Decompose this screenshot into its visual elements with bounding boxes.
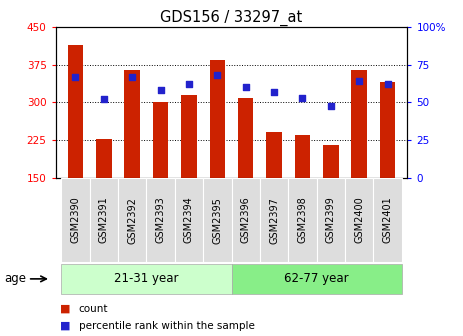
FancyBboxPatch shape	[61, 178, 90, 262]
Point	[72, 74, 79, 80]
Point	[128, 74, 136, 80]
Text: GSM2394: GSM2394	[184, 197, 194, 244]
Point	[213, 73, 221, 78]
FancyBboxPatch shape	[345, 178, 373, 262]
FancyBboxPatch shape	[373, 178, 402, 262]
Text: GSM2398: GSM2398	[297, 197, 307, 244]
Text: GSM2399: GSM2399	[326, 197, 336, 244]
Text: GSM2392: GSM2392	[127, 197, 137, 244]
Text: ■: ■	[60, 304, 71, 314]
Point	[242, 85, 250, 90]
Bar	[266, 132, 282, 178]
Bar	[351, 70, 367, 178]
Bar	[181, 95, 197, 178]
Point	[100, 97, 107, 102]
Text: 62-77 year: 62-77 year	[284, 272, 349, 285]
FancyBboxPatch shape	[203, 178, 232, 262]
FancyBboxPatch shape	[118, 178, 146, 262]
Bar	[125, 70, 140, 178]
Text: GSM2391: GSM2391	[99, 197, 109, 244]
Text: 21-31 year: 21-31 year	[114, 272, 179, 285]
FancyBboxPatch shape	[90, 178, 118, 262]
Text: GSM2397: GSM2397	[269, 197, 279, 244]
Text: GSM2400: GSM2400	[354, 197, 364, 244]
Point	[157, 88, 164, 93]
Bar	[323, 145, 338, 178]
Bar	[153, 102, 169, 178]
Point	[384, 82, 391, 87]
Bar	[294, 135, 310, 178]
Point	[185, 82, 193, 87]
Text: percentile rank within the sample: percentile rank within the sample	[79, 321, 255, 331]
Bar	[380, 82, 395, 178]
FancyBboxPatch shape	[288, 178, 317, 262]
Bar	[96, 139, 112, 178]
FancyBboxPatch shape	[260, 178, 288, 262]
Text: GSM2401: GSM2401	[382, 197, 393, 244]
Text: GDS156 / 33297_at: GDS156 / 33297_at	[160, 10, 303, 26]
Point	[270, 89, 278, 95]
Text: GSM2396: GSM2396	[241, 197, 250, 244]
Point	[356, 79, 363, 84]
Text: age: age	[5, 272, 27, 285]
Text: GSM2393: GSM2393	[156, 197, 166, 244]
FancyBboxPatch shape	[232, 264, 402, 294]
Bar	[209, 60, 225, 178]
Text: count: count	[79, 304, 108, 314]
FancyBboxPatch shape	[146, 178, 175, 262]
Bar	[68, 44, 83, 178]
Text: ■: ■	[60, 321, 71, 331]
Bar	[238, 98, 254, 178]
FancyBboxPatch shape	[175, 178, 203, 262]
FancyBboxPatch shape	[317, 178, 345, 262]
Point	[327, 103, 335, 108]
Text: GSM2390: GSM2390	[70, 197, 81, 244]
FancyBboxPatch shape	[232, 178, 260, 262]
Point	[299, 95, 306, 101]
FancyBboxPatch shape	[61, 264, 232, 294]
Text: GSM2395: GSM2395	[213, 197, 222, 244]
